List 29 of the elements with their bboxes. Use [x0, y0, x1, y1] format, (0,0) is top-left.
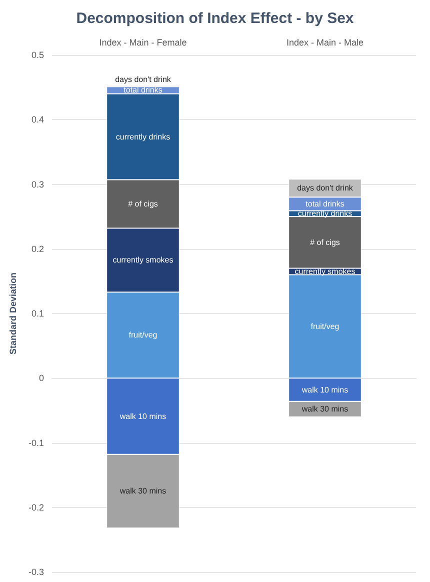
y-tick-label: -0.3	[28, 567, 44, 577]
x-tick-label: Index - Main - Male	[286, 38, 364, 48]
y-tick-label: 0.5	[31, 50, 44, 60]
series-label: # of cigs	[128, 199, 158, 208]
series-label: days don't drink	[115, 74, 172, 84]
y-tick-label: -0.2	[28, 502, 44, 512]
y-tick-label: 0.1	[31, 308, 44, 318]
x-tick-label: Index - Main - Female	[99, 38, 187, 48]
text: days don't drink	[297, 184, 353, 193]
text: walk 10 mins	[120, 412, 166, 421]
y-tick-label: -0.1	[28, 438, 44, 448]
series-label: currently drinks	[298, 209, 352, 218]
series-label: walk 30 mins	[300, 404, 348, 414]
text: walk 30 mins	[120, 486, 166, 496]
y-tick-label: 0.3	[31, 179, 44, 190]
series-label: currently smokes	[294, 266, 356, 276]
y-tick-label: 0.4	[31, 114, 44, 125]
y-axis-title: Standard Deviation	[8, 272, 18, 355]
series-label: fruit/veg	[310, 322, 340, 331]
text: currently smokes	[112, 256, 174, 265]
text: fruit/veg	[128, 330, 158, 340]
text: total drinks	[306, 199, 344, 208]
y-tick-label: 0.2	[31, 244, 44, 254]
series-label: total drinks	[124, 86, 162, 95]
series-label: walk 10 mins	[300, 385, 348, 394]
text: currently drinks	[116, 132, 170, 142]
y-tick-label: 0	[38, 373, 44, 384]
text: # of cigs	[310, 238, 340, 247]
chart-title: Decomposition of Index Effect - by Sex	[76, 10, 354, 27]
